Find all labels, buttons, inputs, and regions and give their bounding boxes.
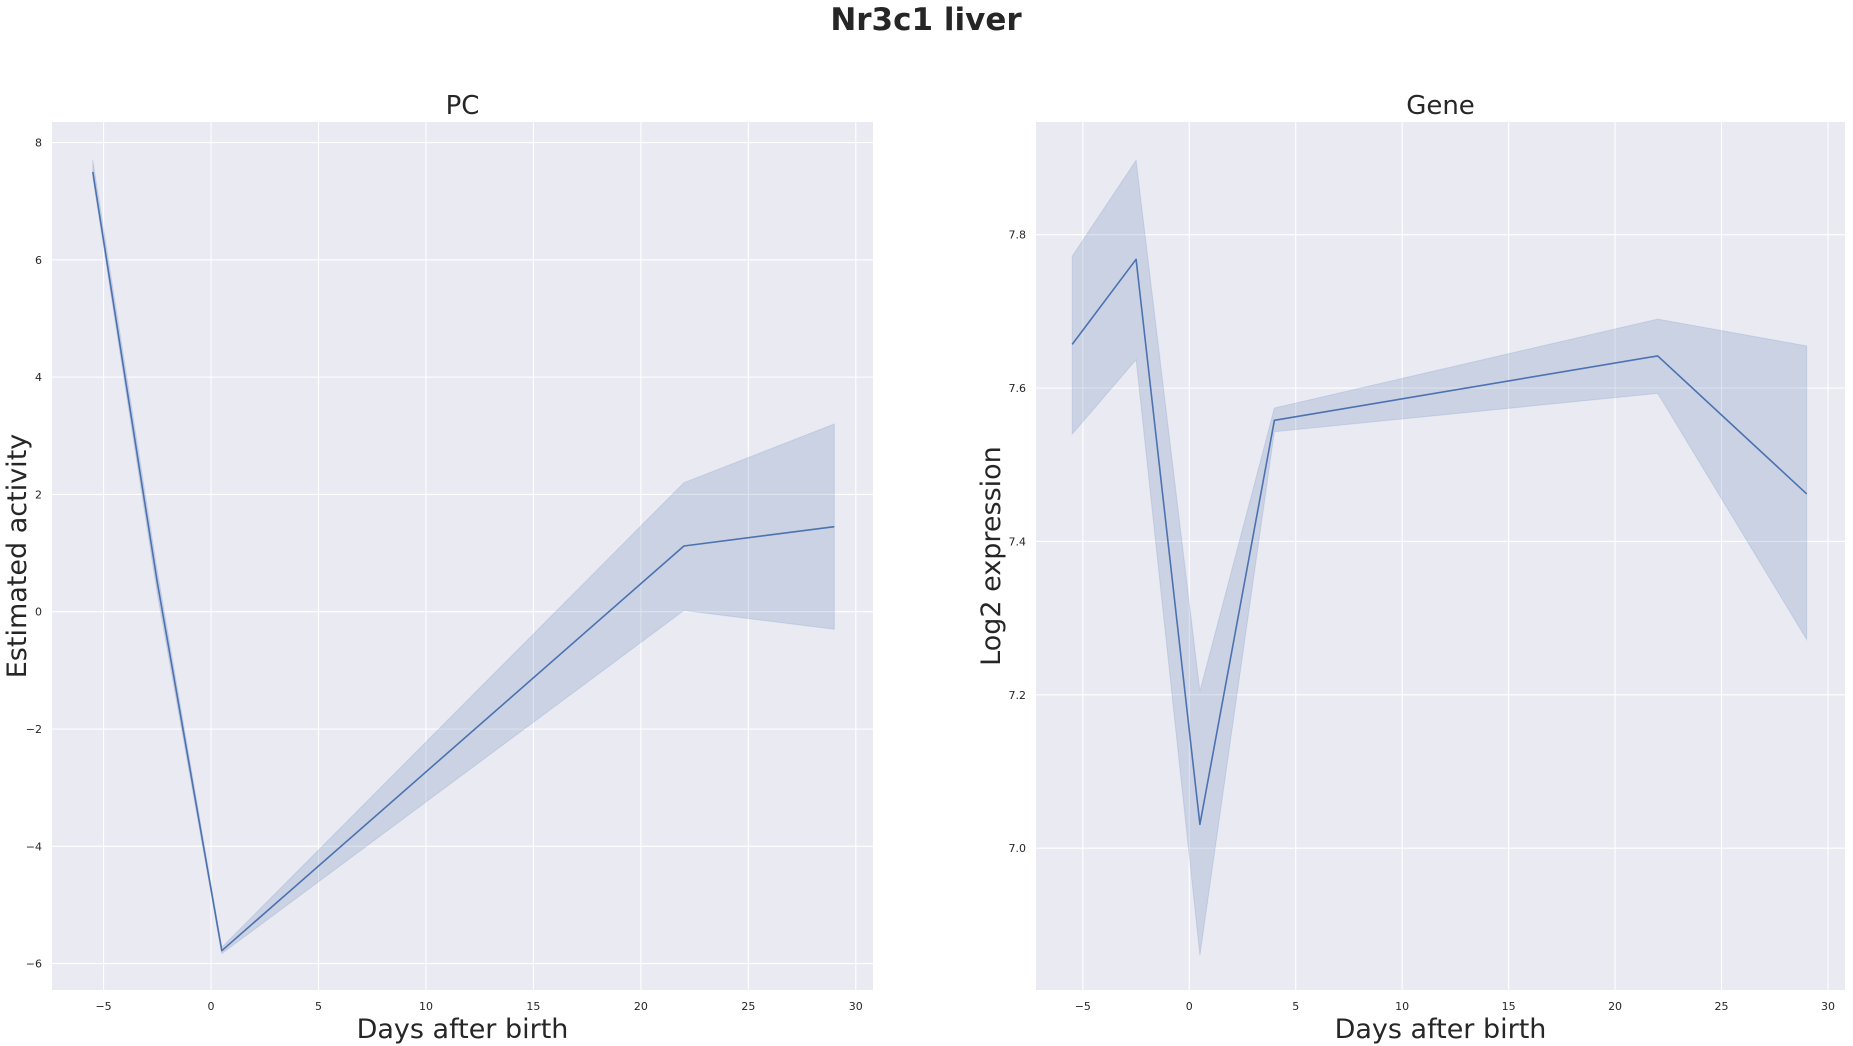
x-tick-label: 5 [1292,1000,1299,1013]
y-tick-label: 2 [35,488,42,501]
y-axis-label: Log2 expression [976,446,1007,666]
x-tick-label: 0 [208,1000,215,1013]
y-tick-label: −4 [26,840,42,853]
x-tick-label: −5 [95,1000,111,1013]
y-tick-label: 7.6 [1009,382,1027,395]
x-tick-label: 10 [419,1000,433,1013]
x-tick-label: 0 [1186,1000,1193,1013]
x-tick-label: 30 [849,1000,863,1013]
x-tick-label: 10 [1395,1000,1409,1013]
confidence-band [92,160,835,955]
x-tick-label: 15 [1502,1000,1516,1013]
y-tick-label: −6 [26,958,42,971]
x-tick-label: 20 [1608,1000,1622,1013]
y-tick-label: 8 [35,137,42,150]
x-tick-label: 5 [315,1000,322,1013]
figure-title: Nr3c1 liver [830,2,1022,38]
x-tick-label: 25 [741,1000,755,1013]
y-tick-label: 7.4 [1009,535,1027,548]
mean-line [92,171,835,952]
y-tick-label: 7.2 [1009,689,1027,702]
y-tick-label: 0 [35,606,42,619]
y-tick-label: 7.8 [1009,229,1027,242]
plot-area [1036,122,1845,990]
x-tick-label: −5 [1075,1000,1091,1013]
plot-area [52,122,873,990]
x-axis-label: Days after birth [1335,1014,1547,1045]
y-tick-label: −2 [26,723,42,736]
x-tick-label: 30 [1821,1000,1835,1013]
x-tick-label: 20 [634,1000,648,1013]
mean-line [1071,258,1808,826]
y-axis-label: Estimated activity [2,434,33,679]
subplot-title: Gene [1406,91,1475,121]
x-axis-label: Days after birth [357,1014,569,1045]
subplot-gene: −5 0 5 10 15 20 25 30 7.0 7.2 7.4 7.6 7.8 Gene Days af… [976,91,1845,1045]
x-tick-label: 25 [1715,1000,1729,1013]
confidence-band [1071,158,1808,956]
subplot-pc: −5 0 5 10 15 20 25 30 −6 −4 −2 0 2 4 6 8 PC Days after bi… [2,91,873,1045]
x-tick-label: 15 [526,1000,540,1013]
y-tick-label: 7.0 [1009,842,1027,855]
y-tick-label: 6 [35,254,42,267]
y-tick-label: 4 [35,371,42,384]
subplot-title: PC [446,91,480,121]
